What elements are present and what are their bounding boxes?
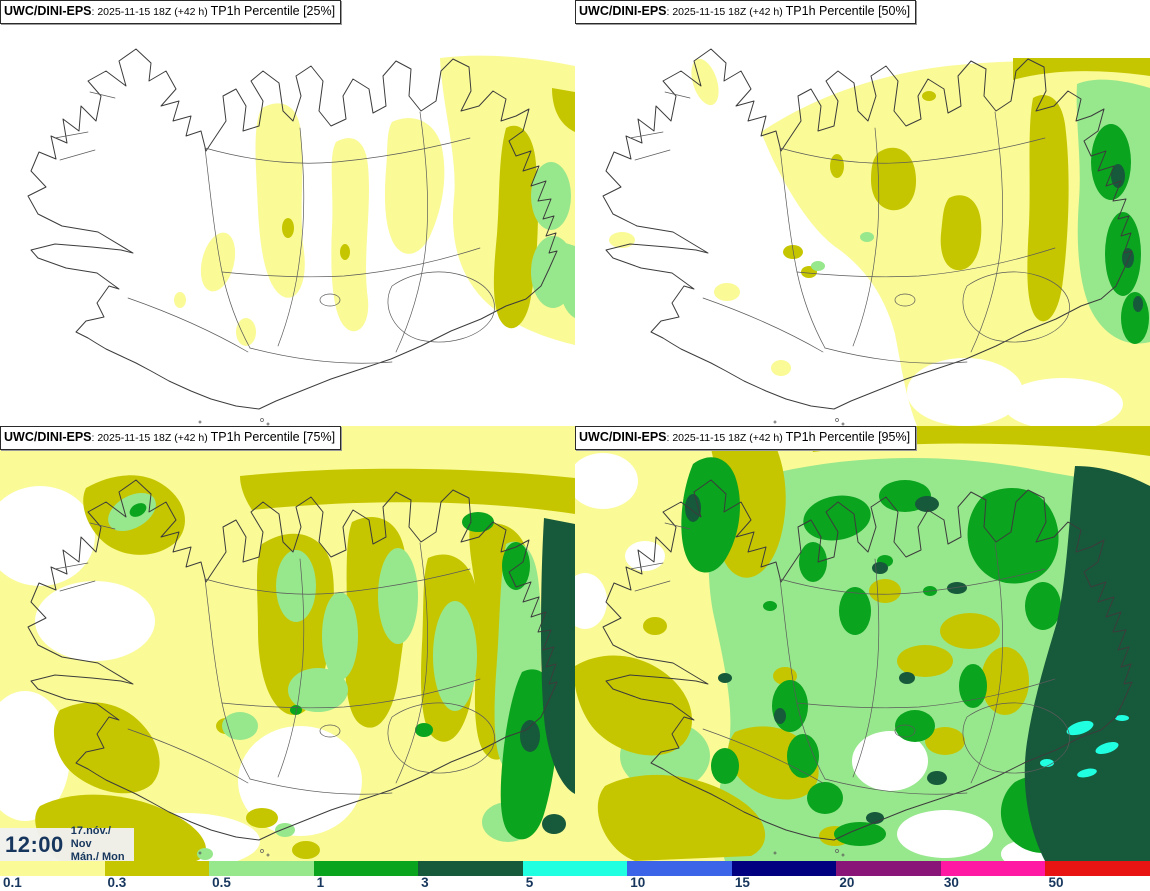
- model-name: UWC/DINI-EPS: [4, 4, 92, 18]
- panel-tp1h-50: UWC/DINI-EPS: 2025-11-15 18Z (+42 h) TP1…: [575, 0, 1150, 426]
- model-name: UWC/DINI-EPS: [579, 430, 667, 444]
- map-title-50: UWC/DINI-EPS: 2025-11-15 18Z (+42 h) TP1…: [575, 0, 917, 24]
- colorbar-tick: 3: [421, 875, 429, 890]
- colorbar-tick: 5: [525, 875, 534, 890]
- model-name: UWC/DINI-EPS: [579, 4, 667, 18]
- valid-date: 17.nóv./ Nov: [70, 825, 111, 850]
- valid-time: 12:00: [5, 831, 64, 857]
- colorbar-segment: [0, 861, 105, 876]
- valid-day: Mán./ Mon: [70, 851, 125, 863]
- colorbar-segment: [627, 861, 732, 876]
- colorbar-segment: [313, 861, 419, 876]
- map-50: [602, 48, 1150, 426]
- colorbar-tick: 1: [316, 875, 325, 890]
- colorbar-segment: [209, 861, 314, 876]
- precip-fill-layer: [174, 55, 575, 346]
- colorbar-tick: 0.3: [107, 875, 127, 890]
- valid-time-box: 12:00 17.nóv./ Nov Mán./ Mon: [0, 825, 134, 863]
- map-75: [0, 426, 575, 861]
- run-info: : 2025-11-15 18Z (+42 h): [666, 432, 786, 444]
- run-info: : 2025-11-15 18Z (+42 h): [91, 6, 211, 18]
- colorbar-tick: 30: [943, 875, 959, 890]
- colorbar-tick: 0.1: [3, 875, 22, 890]
- colorbar-segment: [836, 861, 941, 876]
- panel-tp1h-95: UWC/DINI-EPS: 2025-11-15 18Z (+42 h) TP1…: [575, 426, 1150, 861]
- map-95: [575, 426, 1150, 861]
- precipitation-colorbar: 0.1 0.3 0.5 1 3 5 10 15 20 30 50: [0, 861, 1150, 891]
- param-label: TP1h Percentile [50%]: [785, 4, 911, 18]
- run-info: : 2025-11-15 18Z (+42 h): [91, 432, 211, 444]
- colorbar-tick: 0.5: [212, 875, 231, 890]
- precip-fill-layer: [0, 426, 575, 861]
- map-title-95: UWC/DINI-EPS: 2025-11-15 18Z (+42 h) TP1…: [575, 426, 917, 450]
- param-label: TP1h Percentile [75%]: [210, 430, 336, 444]
- colorbar-tick: 20: [839, 875, 855, 890]
- run-info: : 2025-11-15 18Z (+42 h): [666, 6, 786, 18]
- colorbar-segment: [1045, 861, 1150, 876]
- map-25: [27, 48, 575, 426]
- colorbar-segment: [731, 861, 837, 876]
- colorbar-band: [0, 861, 1150, 876]
- colorbar-segment: [418, 861, 523, 876]
- colorbar-tick: 50: [1048, 875, 1064, 890]
- param-label: TP1h Percentile [25%]: [210, 4, 336, 18]
- precip-fill-layer: [575, 426, 1150, 861]
- map-title-25: UWC/DINI-EPS: 2025-11-15 18Z (+42 h) TP1…: [0, 0, 342, 24]
- colorbar-segment: [522, 861, 628, 876]
- panel-tp1h-75: UWC/DINI-EPS: 2025-11-15 18Z (+42 h) TP1…: [0, 426, 575, 861]
- colorbar-tick: 15: [734, 875, 750, 890]
- panel-tp1h-25: UWC/DINI-EPS: 2025-11-15 18Z (+42 h) TP1…: [0, 0, 575, 426]
- model-name: UWC/DINI-EPS: [4, 430, 92, 444]
- map-title-75: UWC/DINI-EPS: 2025-11-15 18Z (+42 h) TP1…: [0, 426, 342, 450]
- colorbar-segment: [104, 861, 210, 876]
- colorbar-segment: [940, 861, 1046, 876]
- colorbar-labels: 0.1 0.3 0.5 1 3 5 10 15 20 30 50: [0, 875, 1150, 891]
- colorbar-tick: 10: [630, 875, 646, 890]
- precip-fill-layer: [609, 58, 1150, 426]
- param-label: TP1h Percentile [95%]: [785, 430, 911, 444]
